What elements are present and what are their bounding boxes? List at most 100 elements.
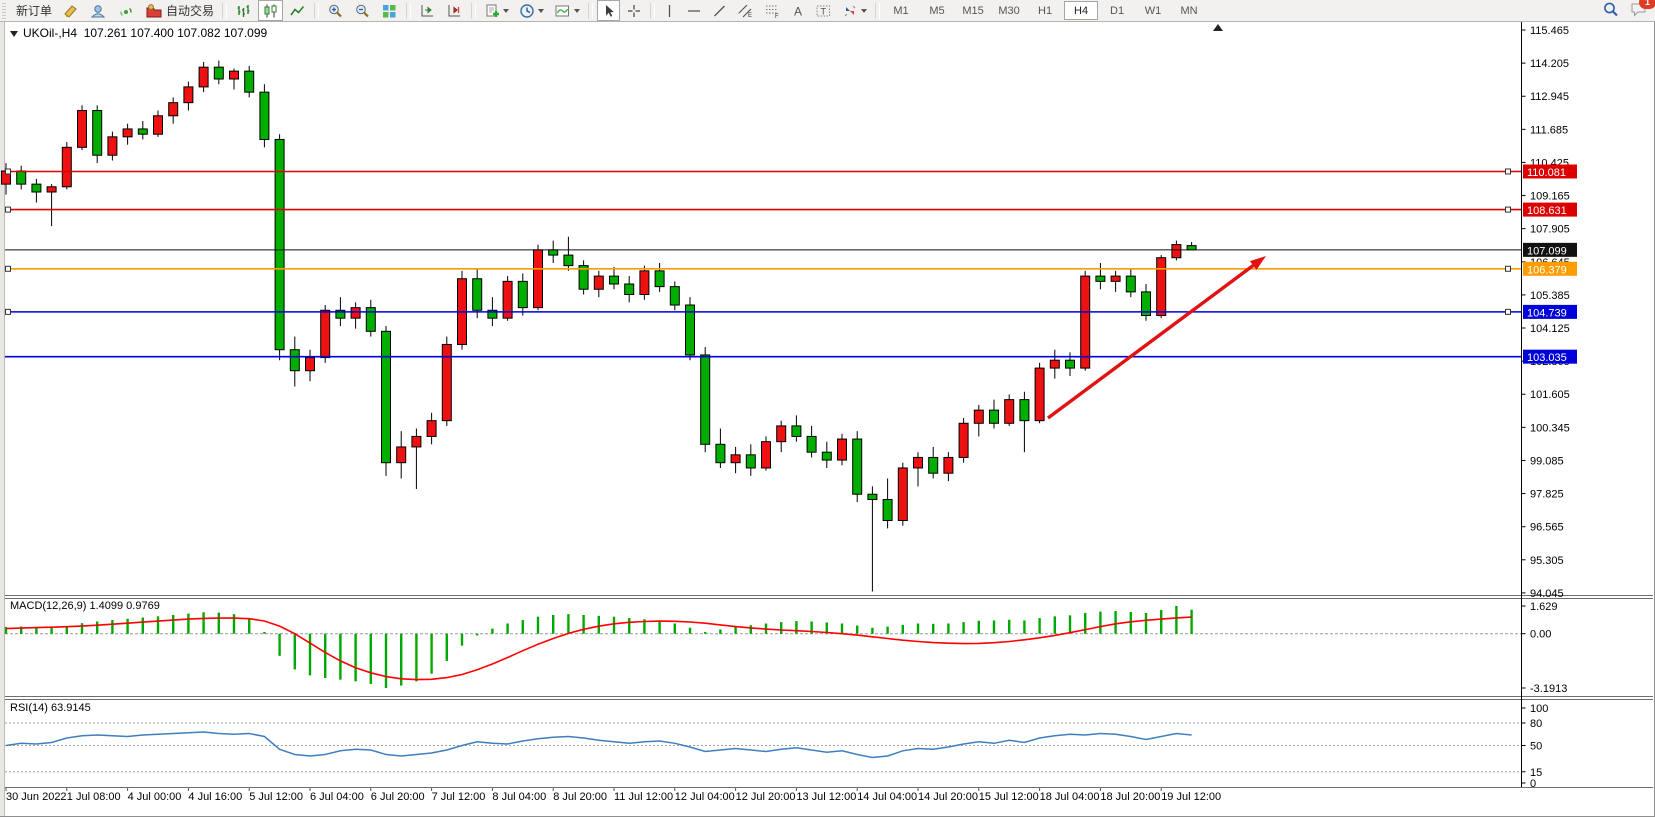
candle-body [274, 138, 285, 351]
hline-handle[interactable] [1505, 308, 1511, 315]
new-order-button[interactable]: 新订单 [9, 0, 56, 21]
candle-body [1019, 399, 1030, 422]
chart-shift-marker[interactable] [1213, 24, 1223, 31]
crosshair-icon [626, 3, 642, 19]
trend-arrow-line[interactable] [1046, 264, 1255, 420]
trendline-tool-button[interactable] [708, 0, 731, 21]
rsi-tick-label: 0 [1530, 778, 1536, 790]
cursor-tool-button[interactable] [597, 0, 621, 21]
fibonacci-tool-button[interactable]: F [760, 0, 785, 21]
trend-arrow-head[interactable] [1249, 256, 1266, 270]
auto-trading-button[interactable]: 自动交易 [141, 0, 218, 21]
candle-body [213, 66, 224, 80]
periods-button[interactable] [515, 0, 548, 21]
periods-dropdown-caret[interactable] [538, 8, 545, 13]
chart-shift-button[interactable] [442, 0, 467, 21]
new-chart-dropdown-caret[interactable] [503, 8, 510, 13]
timeframe-m5[interactable]: M5 [929, 4, 945, 17]
timeframe-m15[interactable]: M15 [962, 4, 984, 17]
tile-windows-button[interactable] [377, 0, 402, 21]
candle-body [1186, 245, 1197, 251]
journal-button[interactable] [58, 0, 83, 21]
timeframe-m1[interactable]: M1 [893, 4, 909, 17]
line-chart-button[interactable] [285, 0, 310, 21]
timeframe-group: M1 M5 M15 M30 H1 H4 D1 W1 MN [883, 1, 1207, 20]
hline-handle[interactable] [5, 265, 11, 272]
hline-handle[interactable] [5, 168, 11, 175]
zoom-out-button[interactable] [350, 0, 375, 21]
text-label-icon: T [815, 3, 832, 19]
chart-collapse-icon[interactable] [10, 30, 18, 37]
hline-handle[interactable] [1505, 265, 1511, 272]
channel-tool-button[interactable]: E [733, 0, 758, 21]
hline-handle[interactable] [1505, 168, 1511, 175]
time-tick-label: 6 Jul 04:00 [310, 791, 364, 803]
macd-tick-label: 0.00 [1530, 629, 1551, 641]
search-icon[interactable] [1602, 1, 1620, 21]
price-tick-label: 112.945 [1530, 91, 1569, 103]
timeframe-m30[interactable]: M30 [998, 4, 1020, 17]
candle-body [259, 91, 270, 140]
hline-handle[interactable] [5, 308, 11, 315]
svg-text:F: F [775, 14, 779, 19]
new-chart-icon [484, 3, 500, 19]
text-label-tool-button[interactable]: T [811, 0, 836, 21]
vertical-line-tool-button[interactable] [659, 0, 680, 21]
timeframe-h4[interactable]: H4 [1064, 1, 1099, 20]
candlestick-chart-button[interactable] [258, 0, 284, 21]
candle-body [441, 343, 452, 422]
templates-dropdown-caret[interactable] [574, 8, 581, 13]
svg-text:E: E [748, 13, 752, 19]
bar-chart-button[interactable] [231, 0, 256, 21]
price-badge-106.379 [1523, 261, 1577, 276]
time-tick-label: 1 Jul 08:00 [67, 791, 121, 803]
auto-scroll-button[interactable] [415, 0, 440, 21]
candle-body [654, 270, 665, 288]
candle-body [685, 304, 695, 356]
journal-icon [62, 3, 79, 19]
market-button[interactable] [85, 0, 111, 21]
candle-body [1171, 244, 1182, 259]
hline-handle[interactable] [5, 206, 11, 213]
signals-button[interactable] [113, 0, 139, 21]
timeframe-mn[interactable]: MN [1180, 4, 1198, 17]
new-chart-button[interactable] [480, 0, 513, 21]
price-tick-label: 115.465 [1530, 25, 1569, 37]
time-tick-label: 4 Jul 00:00 [128, 791, 182, 803]
horizontal-line-tool-button[interactable] [682, 0, 706, 21]
candle-body [472, 278, 483, 311]
zoom-in-button[interactable] [323, 0, 348, 21]
candle-body [867, 493, 878, 500]
rsi-tick-label: 100 [1530, 703, 1548, 715]
chat-button[interactable]: 1 [1630, 0, 1655, 21]
time-tick-label: 13 Jul 12:00 [796, 791, 856, 803]
candle-body [1080, 275, 1091, 369]
tile-windows-icon [381, 3, 398, 19]
arrows-dropdown-caret[interactable] [861, 8, 868, 13]
text-tool-button[interactable]: A [787, 0, 809, 21]
window-left-edge [0, 22, 4, 816]
rsi-tick-label: 80 [1530, 718, 1542, 730]
arrows-tool-button[interactable] [838, 0, 871, 21]
price-tick-label: 94.045 [1530, 588, 1564, 600]
templates-icon [554, 3, 571, 19]
price-tick-label: 101.605 [1530, 389, 1570, 401]
timeframe-w1[interactable]: W1 [1144, 4, 1162, 17]
candle-body [837, 438, 847, 461]
crosshair-tool-button[interactable] [622, 0, 646, 21]
toolbar-grip [2, 2, 6, 19]
candle-body [1065, 359, 1075, 369]
time-tick-label: 12 Jul 20:00 [736, 791, 796, 803]
rsi-line [5, 731, 1192, 759]
candle-body [396, 446, 407, 464]
timeframe-h1[interactable]: H1 [1038, 4, 1053, 17]
arrows-icon [842, 3, 858, 19]
hline-handle[interactable] [1505, 206, 1511, 213]
templates-button[interactable] [550, 0, 584, 21]
candle-body [31, 183, 42, 193]
timeframe-d1[interactable]: D1 [1110, 4, 1125, 17]
candle-body [183, 86, 194, 104]
new-order-label: 新订单 [16, 4, 53, 18]
time-tick-label: 8 Jul 20:00 [553, 791, 607, 803]
